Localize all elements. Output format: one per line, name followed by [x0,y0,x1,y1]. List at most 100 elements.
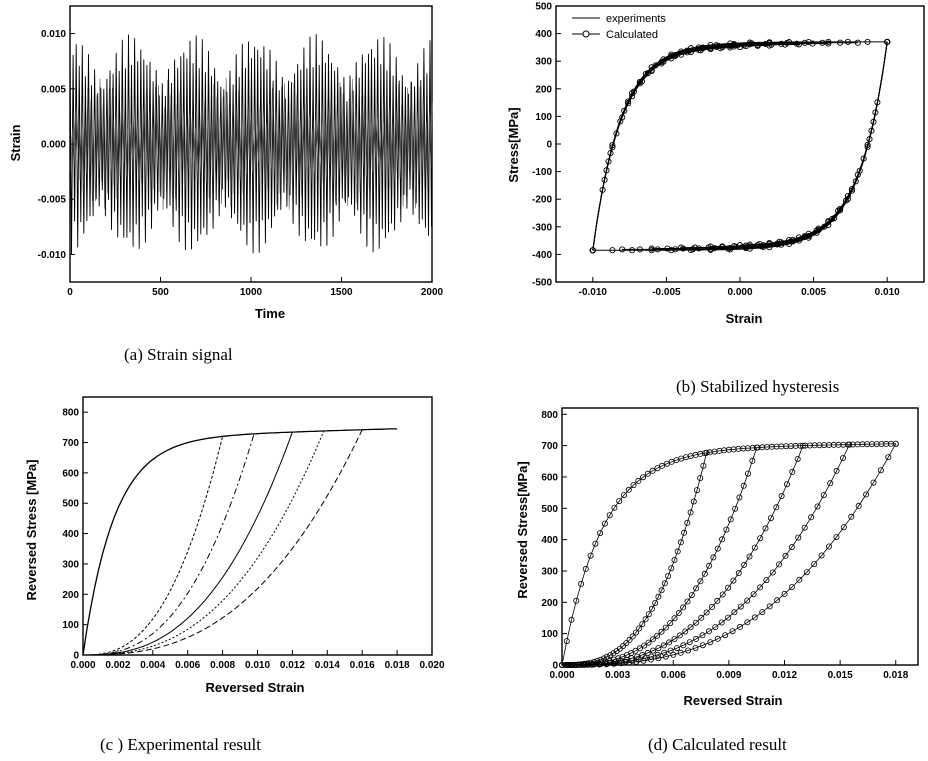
panel-b-x-tick-label: -0.010 [579,287,608,298]
panel-c-y-tick-label: 500 [62,499,79,510]
panel-d-calculated-point [746,553,753,560]
panel-d-calculated-point [846,441,853,448]
panel-d-calculated-point [652,600,659,607]
panel-d-calculated-point [811,561,818,568]
panel-c-y-tick-label: 100 [62,620,79,631]
panel-d-calculated-point [789,468,796,475]
panel-c-x-tick-label: 0.010 [245,660,270,671]
panel-b-calculated-point [727,246,734,253]
panel-d-calculated-point [769,569,776,576]
panel-d-caption: (d) Calculated result [648,735,787,754]
panel-d-calculated-curve [562,443,897,666]
panel-b-y-tick-label: 500 [535,2,552,13]
panel-b-calculated-point [619,246,626,253]
panel-d-calculated-point [654,632,661,639]
panel-d-calculated-point [757,584,764,591]
panel-d-calculated-point [868,441,875,448]
panel-b-y-tick-label: 400 [535,29,552,40]
panel-d-calculated-point [677,539,684,546]
panel-d-calculated-point [665,573,672,580]
panel-d-calculated-point [719,536,726,543]
panel-d-calculated-point [833,467,840,474]
panel-a-y-tick-label: -0.005 [38,195,67,206]
panel-d-calculated-point [751,544,758,551]
panel-d-calculated-point [629,657,636,664]
panel-b-legend: experiments Calculated [572,13,666,41]
panel-d-calculated-point [601,520,608,527]
panel-b-plot-area: -0.010 -0.005 0.000 0.005 0.010 -500 -400 -300 -… [532,2,925,298]
panel-d-calculated-point [709,603,716,610]
panel-d-calculated-point [636,645,643,652]
panel-d-calculated-point [559,662,566,669]
panel-d-calculated-point [685,647,692,654]
panel-d-calculated-point [588,661,595,668]
legend-calculated-marker [582,30,590,38]
panel-d-x-tick-label: 0.018 [883,670,908,681]
panel-d-calculated-point [706,562,713,569]
panel-b-x-axis-label: Strain [726,311,763,326]
panel-d-calculated-point [603,661,610,668]
panel-b-calculated-point [629,90,636,97]
panel-b-experiment-curve [681,41,888,249]
panel-b-calculated-point [786,39,793,46]
panel-d-calculated-point [654,465,661,472]
panel-d-calculated-point [632,629,639,636]
panel-b-calculated-point [742,245,749,252]
panel-b-calculated-point [864,38,871,45]
panel-a-y-tick-label: 0.000 [41,140,66,151]
panel-b-calculated-point [809,40,816,47]
panel-b-calculated-point [884,38,891,45]
panel-b-y-tick-label: 100 [535,112,552,123]
panel-d-calculated-point [674,548,681,555]
panel-d-calculated-point [635,477,642,484]
panel-d-calculated-point [686,639,693,646]
panel-d-calculated-point [848,513,855,520]
panel-b-calculated-point [793,40,800,47]
panel-d-calculated-point [778,492,785,499]
panel-d-calculated-point [840,454,847,461]
panel-d-x-tick-label: 0.012 [772,670,797,681]
panel-b-experiment-curve [592,44,799,251]
panel-d-calculated-point [662,624,669,631]
panel-b-calculated-point [837,39,844,46]
panel-d-calculated-point [667,620,674,627]
panel-d-calculated-point [596,661,603,668]
panel-a-strain-signal: 0 500 1000 1500 2000 -0.010 -0.005 0.000 0.005 0.… [8,5,444,364]
panel-b-calculated-point [866,136,873,143]
panel-d-calculated-point [625,659,632,666]
panel-d-calculated-curve [561,443,896,666]
panel-d-calculated-point [714,635,721,642]
panel-d-calculated-point [763,577,770,584]
panel-b-calculated-point [607,150,614,157]
panel-d-calculated-point [648,656,655,663]
panel-b-calculated-point [648,245,655,252]
panel-c-y-axis-label: Reversed Stress [MPa] [24,460,39,601]
panel-d-calculated-point [741,561,748,568]
panel-d-calculated-point [563,638,570,645]
panel-b-y-tick-label: -200 [532,195,552,206]
legend-calculated-label: Calculated [606,29,658,41]
panel-b-calculated-point [837,207,844,214]
panel-d-calculated-point [697,578,704,585]
panel-c-plot-area: 0.000 0.002 0.004 0.006 0.008 0.010 0.012 0.014… [62,396,445,671]
panel-c-x-tick-label: 0.006 [175,660,200,671]
panel-d-calculated-point [782,552,789,559]
panel-d-calculated-point [675,610,682,617]
panel-b-calculated-point [648,247,655,254]
panel-b-experiment-curve [592,41,888,251]
panel-c-caption: (c ) Experimental result [100,735,261,754]
panel-d-calculated-point [623,640,630,647]
panel-d-calculated-point [666,639,673,646]
panel-c-x-tick-label: 0.016 [350,660,375,671]
panel-d-calculated-point [877,467,884,474]
panel-d-calculated-point [753,444,760,451]
panel-d-calculated-point [781,590,788,597]
panel-d-calculated-point [626,636,633,643]
panel-b-calculated-point [825,221,832,228]
panel-d-calculated-point [703,609,710,616]
panel-d-calculated-point [699,632,706,639]
panel-d-calculated-point [759,609,766,616]
panel-d-y-tick-label: 300 [541,566,558,577]
panel-d-calculated-point [774,597,781,604]
